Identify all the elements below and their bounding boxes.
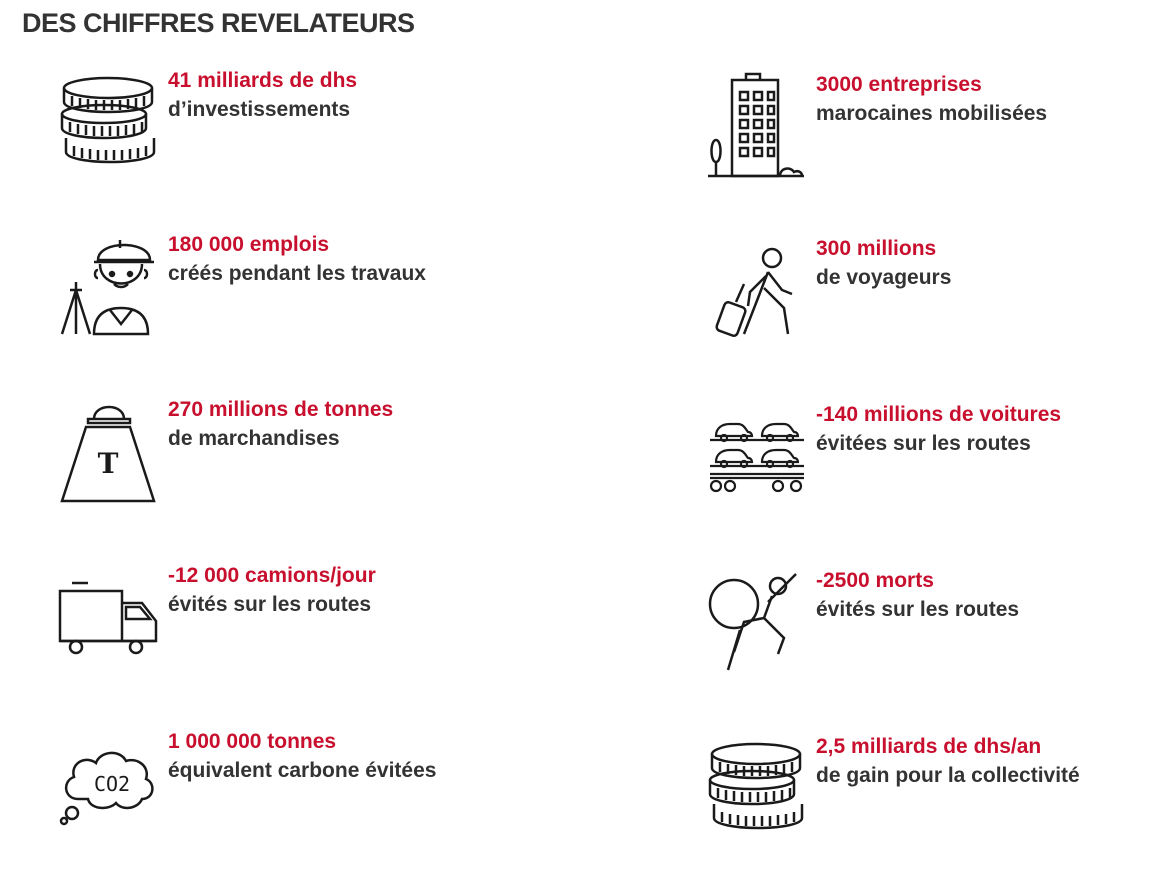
stat-deaths: -2500 morts évités sur les routes bbox=[706, 566, 1176, 696]
weight-label: T bbox=[98, 447, 119, 480]
stat-figure: -2500 morts bbox=[816, 569, 934, 592]
stat-label: équivalent carbone évitées bbox=[168, 759, 437, 782]
stat-figure: 1 000 000 tonnes bbox=[168, 730, 337, 753]
stat-travelers: 300 millions de voyageurs bbox=[706, 234, 1176, 364]
car-transporter-icon bbox=[706, 400, 816, 510]
stat-figure: 270 millions de tonnes bbox=[168, 398, 394, 421]
construction-worker-icon bbox=[58, 230, 168, 340]
stat-label: d’investissements bbox=[168, 98, 351, 121]
co2-cloud-icon: CO2 bbox=[58, 727, 168, 837]
stat-collective-gain: 2,5 milliards de dhs/an de gain pour la … bbox=[706, 732, 1176, 862]
traveler-with-luggage-icon bbox=[706, 234, 816, 344]
stat-figure: 180 000 emplois bbox=[168, 233, 330, 256]
stat-label: marocaines mobilisées bbox=[816, 102, 1048, 125]
stat-jobs: 180 000 emplois créés pendant les travau… bbox=[58, 230, 578, 360]
crash-victim-icon bbox=[706, 566, 816, 676]
ton-weight-icon: T bbox=[58, 395, 168, 505]
stat-label: de voyageurs bbox=[816, 266, 952, 289]
stat-figure: 300 millions bbox=[816, 237, 937, 260]
stat-label: de gain pour la collectivité bbox=[816, 764, 1080, 787]
stat-figure: -140 millions de voitures bbox=[816, 403, 1062, 426]
stat-investments: 41 milliards de dhs d’investissements bbox=[58, 66, 578, 196]
stat-label: évitées sur les routes bbox=[816, 432, 1031, 455]
stat-figure: 2,5 milliards de dhs/an bbox=[816, 735, 1042, 758]
truck-icon bbox=[58, 561, 168, 671]
stat-label: de marchandises bbox=[168, 427, 340, 450]
stat-trucks: -12 000 camions/jour évités sur les rout… bbox=[58, 561, 578, 691]
stat-label: évités sur les routes bbox=[168, 593, 372, 616]
stat-figure: 41 milliards de dhs bbox=[168, 69, 358, 92]
page-title: DES CHIFFRES REVELATEURS bbox=[22, 8, 415, 38]
stat-cars: -140 millions de voitures évitées sur le… bbox=[706, 400, 1176, 530]
coins-stack-icon bbox=[706, 732, 816, 842]
stat-goods: T 270 millions de tonnes de marchandises bbox=[58, 395, 578, 525]
stat-figure: -12 000 camions/jour bbox=[168, 564, 376, 587]
co2-label: CO2 bbox=[94, 772, 130, 796]
stat-figure: 3000 entreprises bbox=[816, 73, 982, 96]
stat-label: évités sur les routes bbox=[816, 598, 1020, 621]
stat-label: créés pendant les travaux bbox=[168, 262, 426, 285]
stat-carbon: CO2 1 000 000 tonnes équivalent carbone … bbox=[58, 727, 578, 857]
stat-companies: 3000 entreprises marocaines mobilisées bbox=[706, 70, 1176, 200]
coins-stack-icon bbox=[58, 66, 168, 176]
office-building-icon bbox=[706, 70, 816, 180]
